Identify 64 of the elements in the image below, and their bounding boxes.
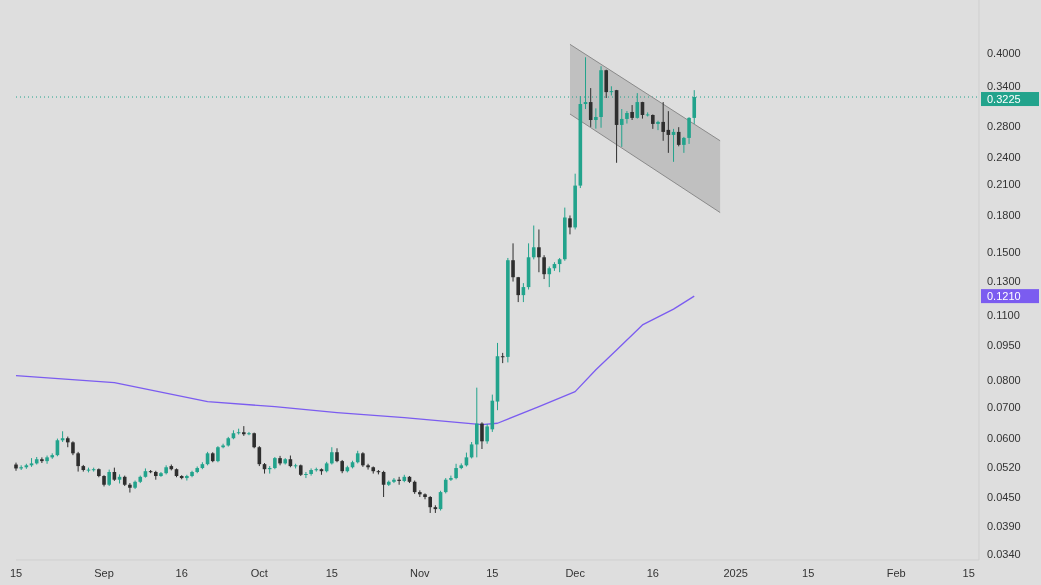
- x-tick-label: 16: [175, 567, 188, 579]
- candlestick: [531, 225, 536, 260]
- x-tick-label: Dec: [565, 567, 586, 579]
- y-tick-label: 0.0520: [987, 461, 1021, 474]
- candlestick: [304, 471, 308, 479]
- candlestick: [423, 492, 427, 500]
- candlestick: [604, 69, 609, 99]
- y-tick-label: 0.1500: [987, 246, 1021, 259]
- text: 0.1210: [987, 289, 1021, 302]
- candlestick: [594, 107, 598, 130]
- candlestick: [619, 108, 624, 148]
- candlestick: [511, 242, 515, 283]
- x-tick-label: Feb: [886, 567, 906, 579]
- x-tick-label: 16: [646, 567, 659, 579]
- candlestick: [485, 423, 489, 445]
- y-tick-label: 0.0450: [987, 490, 1021, 503]
- x-tick-label: 15: [325, 567, 338, 579]
- x-tick-label: 15: [9, 567, 23, 579]
- ref-line-label: 0.3225: [987, 92, 1021, 105]
- candlestick: [630, 104, 634, 121]
- candlestick: [568, 214, 572, 235]
- candlestick: [128, 482, 132, 494]
- candlestick: [309, 467, 313, 477]
- candlestick: [40, 456, 44, 464]
- x-tick-label: 2025: [723, 567, 748, 579]
- y-tick-label: 0.2800: [987, 119, 1021, 132]
- candlestick: [625, 110, 629, 125]
- candlestick: [661, 101, 665, 142]
- candlestick: [676, 126, 681, 147]
- candlestick: [185, 474, 189, 482]
- y-tick-label: 0.1800: [987, 209, 1021, 222]
- x-tick-label: 15: [962, 567, 975, 579]
- candlestick: [474, 387, 479, 458]
- y-tick-label: 0.0800: [987, 374, 1021, 386]
- candlestick: [397, 476, 401, 486]
- candlestick: [656, 120, 660, 131]
- candlestick: [45, 455, 49, 465]
- candlestick: [516, 276, 521, 303]
- candlestick: [537, 228, 541, 273]
- y-tick-label: 0.2400: [987, 150, 1021, 163]
- y-tick-label: 0.0340: [987, 547, 1021, 560]
- candlestick: [392, 477, 396, 484]
- y-tick-label: 0.0950: [987, 339, 1021, 352]
- y-tick-label: 0.1300: [987, 275, 1021, 288]
- y-tick-label: 0.0390: [987, 519, 1021, 532]
- candlestick: [76, 451, 80, 473]
- y-tick-label: 0.4000: [987, 47, 1021, 60]
- candlestick: [682, 136, 686, 154]
- y-tick-label: 0.1100: [987, 309, 1020, 322]
- candlestick: [542, 254, 546, 280]
- candlestick: [366, 463, 370, 471]
- candlestick: [480, 421, 484, 450]
- x-tick-label: 15: [802, 567, 815, 579]
- x-tick-label: 15: [486, 567, 499, 579]
- candlestick: [449, 475, 453, 482]
- y-tick-label: 0.3400: [987, 80, 1021, 93]
- candlestick: [547, 266, 552, 288]
- y-tick-label: 0.0700: [987, 401, 1021, 414]
- x-tick-label: Sep: [94, 567, 114, 579]
- candlestick: [687, 116, 691, 145]
- y-tick-label: 0.0600: [987, 432, 1021, 445]
- x-tick-label: Oct: [250, 567, 268, 579]
- y-tick-label: 0.2100: [987, 178, 1021, 190]
- x-tick-label: Nov: [410, 567, 431, 579]
